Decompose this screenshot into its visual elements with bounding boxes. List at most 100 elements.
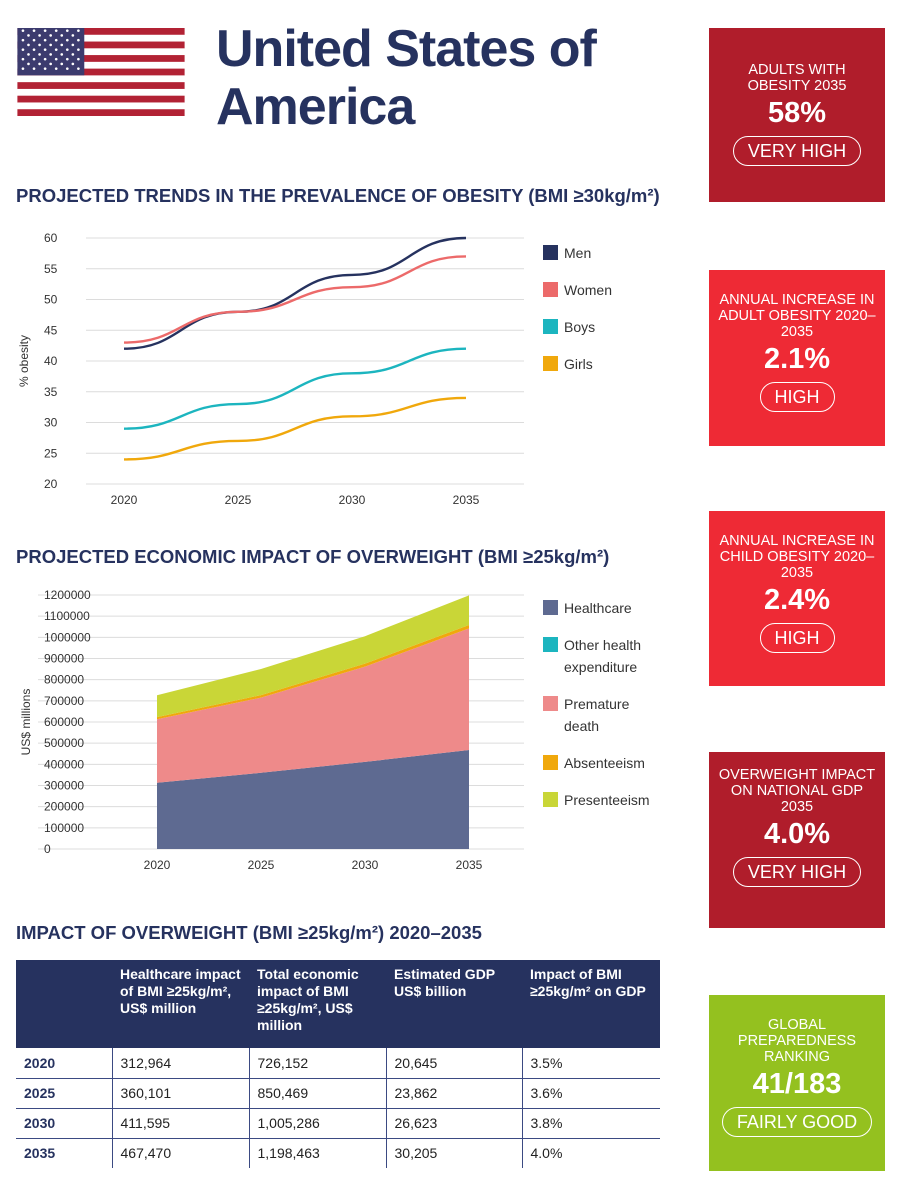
x-tick-label: 2020: [111, 493, 138, 507]
area-presenteeism: [157, 595, 469, 718]
kpi-value: 2.4%: [763, 584, 831, 616]
table-cell: 23,862: [385, 1078, 522, 1109]
y-tick-label: 900000: [44, 652, 84, 666]
series-line-girls: [123, 396, 467, 461]
table-row: 2020 312,964 726,152 20,645 3.5%: [16, 1048, 660, 1079]
y-tick-label: 30: [44, 416, 58, 430]
table-cell: 360,101: [111, 1078, 249, 1109]
us-flag-icon: [17, 28, 185, 116]
impact-table: Healthcare impact of BMI ≥25kg/m², US$ m…: [16, 960, 660, 1168]
y-tick-label: 700000: [44, 694, 84, 708]
table-cell: 30,205: [385, 1138, 522, 1168]
legend-label: Boys: [564, 319, 595, 335]
y-tick-label: 1200000: [44, 588, 91, 602]
kpi-child-increase: ANNUAL INCREASE IN CHILD OBESITY 2020–20…: [709, 511, 885, 686]
series-line-women: [123, 255, 467, 344]
table-cell: 1,005,286: [248, 1108, 386, 1139]
legend-swatch: [543, 600, 558, 615]
legend-label: death: [564, 718, 599, 734]
kpi-label: GLOBAL PREPAREDNESS RANKING: [737, 1017, 857, 1065]
legend-label: Presenteeism: [564, 792, 650, 808]
page-title: United States of America: [216, 20, 597, 136]
series-line-boys: [123, 347, 467, 430]
y-axis-label: US$ millions: [19, 689, 33, 756]
x-tick-label: 2020: [144, 858, 171, 872]
kpi-level-badge: HIGH: [759, 623, 835, 653]
legend-swatch: [543, 755, 558, 770]
kpi-level-badge: VERY HIGH: [732, 857, 862, 887]
table-header-row: Healthcare impact of BMI ≥25kg/m², US$ m…: [16, 960, 660, 1048]
table-cell: 3.6%: [521, 1078, 660, 1109]
table-cell-year: 2035: [24, 1145, 56, 1162]
legend-swatch: [543, 356, 558, 371]
legend-label: Absenteeism: [564, 755, 645, 771]
table-cell-year: 2020: [16, 1048, 112, 1079]
kpi-adult-increase: ANNUAL INCREASE IN ADULT OBESITY 2020–20…: [709, 270, 885, 446]
section-title-impact: IMPACT OF OVERWEIGHT (BMI ≥25kg/m²) 2020…: [16, 922, 482, 943]
table-cell: 312,964: [111, 1048, 249, 1079]
y-tick-label: 50: [44, 293, 58, 307]
table-cell: 4.0%: [521, 1138, 660, 1168]
kpi-level-badge: HIGH: [759, 382, 835, 412]
legend-swatch: [543, 282, 558, 297]
legend-label: Men: [564, 245, 591, 261]
y-tick-label: 25: [44, 446, 58, 460]
kpi-label: ANNUAL INCREASE IN ADULT OBESITY 2020–20…: [718, 292, 876, 340]
legend-swatch: [543, 637, 558, 652]
kpi-adults-obesity: ADULTS WITH OBESITY 2035 58% VERY HIGH: [709, 28, 885, 202]
y-tick-label: 40: [44, 354, 58, 368]
table-cell: 3.8%: [521, 1108, 660, 1139]
table-header-cell: Estimated GDP US$ billion: [386, 960, 522, 1048]
legend-label: Women: [564, 282, 612, 298]
y-tick-label: 500000: [44, 736, 84, 750]
economic-impact-chart: 1200000110000010000009000008000007000006…: [19, 588, 650, 872]
y-tick-label: 300000: [44, 779, 84, 793]
legend-swatch: [543, 696, 558, 711]
y-tick-label: 1000000: [44, 630, 91, 644]
table-header-cell: Total economic impact of BMI ≥25kg/m², U…: [249, 960, 386, 1048]
y-axis-label: % obesity: [17, 335, 31, 387]
y-tick-label: 0: [44, 842, 51, 856]
table-cell-year: 2030: [16, 1108, 112, 1139]
x-tick-label: 2025: [248, 858, 275, 872]
table-cell: 726,152: [248, 1048, 386, 1079]
x-tick-label: 2030: [352, 858, 379, 872]
table-row: 2030 411,595 1,005,286 26,623 3.8%: [16, 1108, 660, 1139]
x-tick-label: 2030: [339, 493, 366, 507]
legend-swatch: [543, 319, 558, 334]
kpi-level-badge: VERY HIGH: [732, 136, 862, 166]
y-tick-label: 45: [44, 323, 58, 337]
legend-label: Healthcare: [564, 600, 632, 616]
table-header-cell: Healthcare impact of BMI ≥25kg/m², US$ m…: [112, 960, 249, 1048]
table-cell: 3.5%: [521, 1048, 660, 1079]
kpi-label: ADULTS WITH OBESITY 2035: [747, 62, 847, 94]
kpi-preparedness-ranking: GLOBAL PREPAREDNESS RANKING 41/183 FAIRL…: [709, 995, 885, 1171]
kpi-value: 4.0%: [763, 818, 831, 850]
y-tick-label: 20: [44, 477, 58, 491]
kpi-level-badge: FAIRLY GOOD: [721, 1107, 873, 1137]
table-cell: 850,469: [248, 1078, 386, 1109]
y-tick-label: 60: [44, 231, 58, 245]
table-row: 2035 467,470 1,198,463 30,205 4.0%: [16, 1138, 660, 1168]
legend-swatch: [543, 245, 558, 260]
y-tick-label: 400000: [44, 757, 84, 771]
table-cell: 26,623: [385, 1108, 522, 1139]
legend-label: Girls: [564, 356, 593, 372]
legend-label: Premature: [564, 696, 630, 712]
y-tick-label: 600000: [44, 715, 84, 729]
kpi-gdp-impact: OVERWEIGHT IMPACT ON NATIONAL GDP 2035 4…: [709, 752, 885, 928]
table-header-cell: Impact of BMI ≥25kg/m² on GDP: [522, 960, 660, 1048]
table-cell: 411,595: [111, 1108, 249, 1139]
table-cell: 1,198,463: [248, 1138, 386, 1168]
area-premature-death: [157, 628, 469, 783]
table-row: 2025 360,101 850,469 23,862 3.6%: [16, 1078, 660, 1109]
table-cell: 20,645: [385, 1048, 522, 1079]
y-tick-label: 55: [44, 262, 58, 276]
section-title-trends: PROJECTED TRENDS IN THE PREVALENCE OF OB…: [16, 185, 660, 206]
kpi-value: 41/183: [752, 1068, 842, 1100]
kpi-value: 58%: [767, 97, 827, 129]
legend-label: expenditure: [564, 659, 637, 675]
y-tick-label: 200000: [44, 800, 84, 814]
table-cell-year: 2025: [16, 1078, 112, 1109]
